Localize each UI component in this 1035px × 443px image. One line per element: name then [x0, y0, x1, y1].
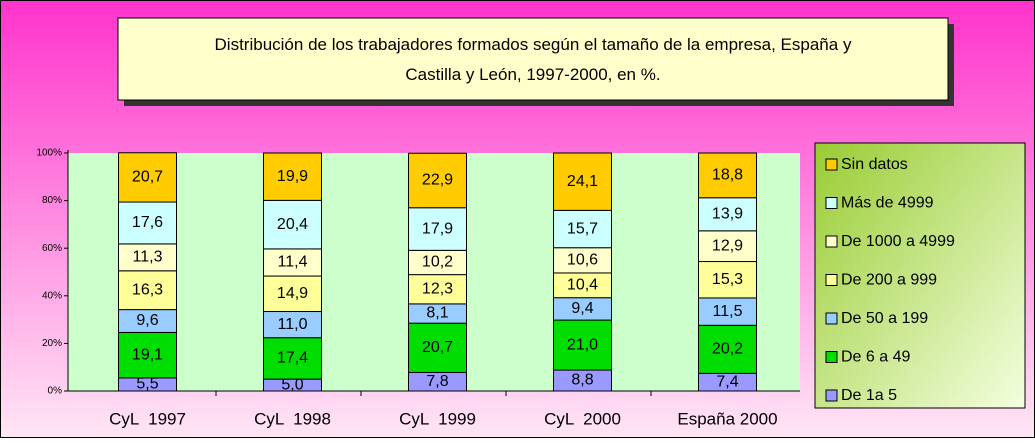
data-label: 15,7 [567, 220, 598, 237]
y-tick-label: 40% [42, 290, 62, 301]
data-label: 5,0 [281, 376, 303, 393]
bar-segment [263, 337, 322, 380]
legend-swatch [825, 158, 838, 171]
bar-segment [118, 270, 177, 311]
bar-segment [263, 275, 322, 313]
bar-segment [408, 274, 467, 305]
y-tick-label: 100% [36, 148, 62, 159]
data-label: 20,7 [422, 339, 453, 356]
bar-segment [118, 152, 177, 203]
data-label: 8,1 [426, 305, 448, 322]
legend-label: De 50 a 199 [841, 310, 928, 327]
legend-label: Sin datos [841, 156, 908, 173]
legend-swatch [825, 197, 838, 209]
data-label: 20,4 [277, 216, 308, 233]
bar-segment [553, 209, 612, 249]
data-label: 18,8 [712, 167, 743, 184]
data-label: 11,0 [278, 316, 308, 333]
data-label: 11,4 [278, 254, 308, 271]
data-label: 19,1 [132, 346, 163, 363]
data-label: 13,9 [712, 206, 743, 223]
bar-segment [698, 297, 757, 326]
data-label: 17,4 [277, 350, 308, 367]
data-label: 10,2 [422, 254, 453, 271]
data-label: 7,8 [426, 373, 448, 390]
bar-segment [263, 152, 322, 201]
legend-label: De 1000 a 4999 [841, 233, 955, 250]
data-label: 11,3 [133, 249, 163, 266]
bar-segment [408, 249, 467, 276]
data-label: 17,9 [422, 220, 453, 237]
bar-segment [118, 331, 177, 379]
data-label: 12,3 [422, 280, 453, 297]
title-box [117, 17, 949, 101]
data-label: 17,6 [132, 214, 163, 231]
data-label: 19,9 [277, 168, 308, 185]
bar-segment [698, 324, 757, 374]
legend-swatch [825, 235, 838, 248]
bar-segment [263, 248, 322, 277]
bar-segment [263, 199, 322, 250]
y-tick-label: 0% [48, 386, 63, 397]
x-tick-label: CyL 1997 [109, 409, 186, 428]
y-tick-label: 20% [42, 338, 62, 349]
legend-label: De 6 a 49 [841, 349, 910, 366]
chart-title: Distribución de los trabajadores formado… [215, 35, 852, 84]
data-label: 9,6 [136, 312, 158, 329]
x-tick-label: España 2000 [677, 409, 777, 428]
bar-segment [408, 152, 467, 209]
bar-segment [698, 230, 757, 263]
data-label: 9,4 [571, 300, 593, 317]
data-label: 10,4 [567, 277, 598, 294]
data-label: 14,9 [277, 285, 308, 302]
legend-swatch [825, 312, 838, 325]
legend-label: De 200 a 999 [841, 272, 937, 289]
data-label: 7,4 [716, 373, 738, 390]
legend-swatch [825, 351, 838, 363]
data-label: 21,0 [567, 336, 598, 353]
bar-segment [698, 197, 757, 232]
bar-segment [698, 152, 757, 199]
data-label: 24,1 [567, 173, 598, 190]
bar-segment [553, 152, 612, 211]
x-tick-label: CyL 1999 [399, 409, 476, 428]
data-label: 12,9 [712, 237, 743, 254]
data-label: 20,2 [712, 341, 743, 358]
data-label: 11,5 [713, 303, 743, 320]
legend-label: De 1a 5 [841, 387, 897, 404]
data-label: 10,6 [567, 252, 598, 269]
y-tick-label: 80% [42, 195, 62, 206]
data-label: 15,3 [712, 271, 743, 288]
data-label: 16,3 [132, 281, 163, 298]
bar-segment [553, 319, 612, 371]
bar-segment [118, 243, 177, 272]
data-label: 5,5 [136, 376, 158, 393]
legend-label: Más de 4999 [841, 195, 934, 212]
data-label: 22,9 [422, 172, 453, 189]
x-tick-label: CyL 2000 [544, 409, 621, 428]
legend-swatch [825, 274, 838, 286]
data-label: 20,7 [132, 169, 163, 186]
bar-segment [698, 261, 757, 299]
data-label: 8,8 [571, 372, 593, 389]
y-tick-label: 60% [42, 243, 62, 254]
legend-swatch [825, 389, 838, 402]
legend-box [814, 142, 1026, 409]
bar-segment [263, 311, 322, 339]
x-tick-label: CyL 1998 [254, 409, 331, 428]
